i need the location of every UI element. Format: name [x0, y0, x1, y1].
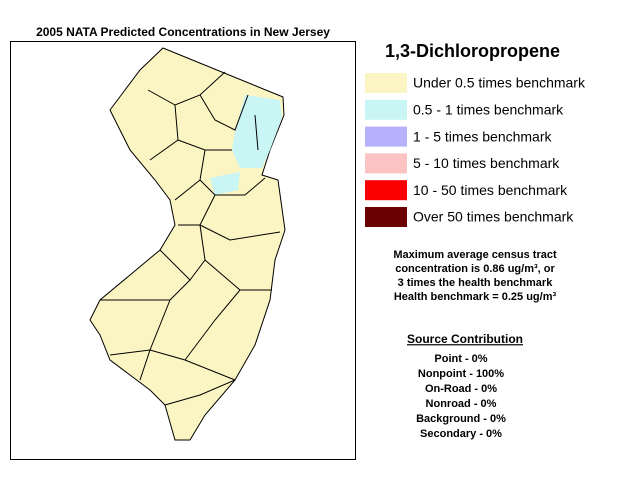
- new-jersey-map: [89, 47, 286, 441]
- legend-label: 10 - 50 times benchmark: [413, 182, 568, 198]
- high-area: [232, 95, 282, 168]
- county-line: [199, 94, 249, 131]
- source-list: Point - 0% Nonpoint - 100% On-Road - 0% Non…: [416, 353, 506, 440]
- source-item: Point - 0%: [434, 353, 487, 365]
- source-item: Secondary - 0%: [420, 428, 502, 440]
- county-line: [147, 71, 226, 106]
- county-line: [109, 349, 151, 356]
- legend-swatch: [365, 153, 407, 174]
- county-line: [100, 279, 191, 301]
- county-line: [254, 114, 259, 151]
- legend-label: 0.5 - 1 times benchmark: [413, 102, 564, 118]
- county-lines: [100, 71, 281, 406]
- high-area: [210, 172, 240, 195]
- benchmark-notes: Maximum average census tract concentratio…: [393, 249, 557, 303]
- legend-label: 5 - 10 times benchmark: [413, 155, 560, 171]
- legend-label: Under 0.5 times benchmark: [413, 75, 586, 91]
- note-line: Health benchmark = 0.25 ug/m³: [394, 291, 557, 303]
- note-line: 3 times the health benchmark: [398, 277, 554, 289]
- legend-label: 1 - 5 times benchmark: [413, 128, 552, 144]
- source-item: Nonroad - 0%: [426, 398, 497, 410]
- source-item: On-Road - 0%: [425, 383, 497, 395]
- map-title: 2005 NATA Predicted Concentrations in Ne…: [36, 25, 330, 39]
- county-line: [184, 289, 241, 361]
- legend-swatch: [365, 207, 407, 227]
- source-title: Source Contribution: [407, 332, 523, 346]
- note-line: concentration is 0.86 ug/m³, or: [395, 263, 555, 275]
- legend-swatch: [365, 73, 407, 93]
- legend: Under 0.5 times benchmark 0.5 - 1 times b…: [365, 73, 586, 227]
- note-line: Maximum average census tract: [393, 249, 557, 261]
- county-line: [199, 224, 281, 241]
- legend-label: Over 50 times benchmark: [413, 209, 574, 225]
- legend-swatch: [365, 180, 407, 201]
- source-item: Nonpoint - 100%: [418, 368, 504, 380]
- source-item: Background - 0%: [416, 413, 506, 425]
- legend-title: 1,3-Dichloropropene: [385, 41, 560, 61]
- county-line: [159, 224, 206, 281]
- legend-swatch: [365, 126, 407, 147]
- county-line: [164, 379, 236, 406]
- legend-swatch: [365, 99, 407, 120]
- county-line: [199, 177, 266, 196]
